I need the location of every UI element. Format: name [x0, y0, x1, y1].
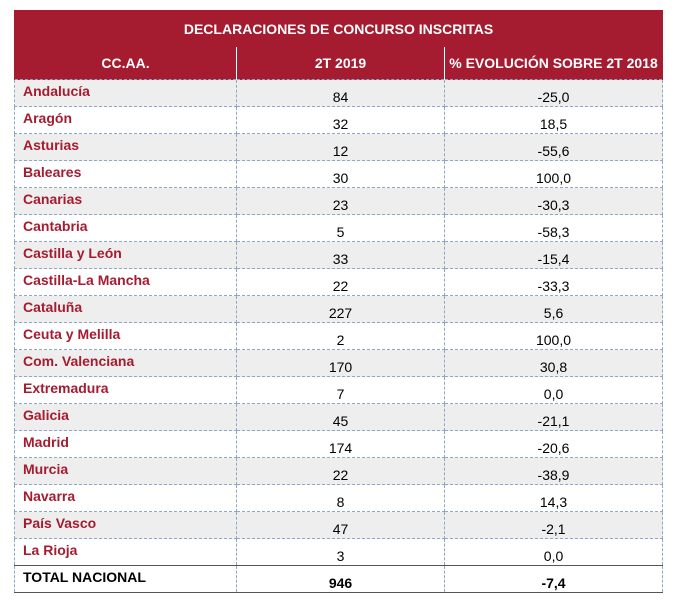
evolution-value: -38,9	[443, 457, 664, 485]
evolution-value: -58,3	[443, 214, 664, 242]
count-value: 45	[236, 403, 445, 431]
evolution-value: 0,0	[443, 538, 664, 566]
evolution-value: 100,0	[443, 160, 664, 188]
count-value: 22	[236, 268, 445, 296]
count-value: 30	[236, 160, 445, 188]
count-value: 3	[236, 538, 445, 566]
evolution-value: 0,0	[443, 376, 664, 404]
table-row: Galicia 45 -21,1	[14, 403, 664, 431]
total-count: 946	[236, 565, 445, 593]
evolution-value: -25,0	[443, 79, 664, 107]
total-row: TOTAL NACIONAL 946 -7,4	[14, 565, 664, 593]
count-value: 33	[236, 241, 445, 269]
column-header-region: CC.AA.	[14, 46, 237, 80]
count-value: 84	[236, 79, 445, 107]
evolution-value: -2,1	[443, 511, 664, 539]
region-name: Asturias	[14, 133, 237, 161]
evolution-value: -15,4	[443, 241, 664, 269]
region-name: Baleares	[14, 160, 237, 188]
region-name: Ceuta y Melilla	[14, 322, 237, 350]
count-value: 170	[236, 349, 445, 377]
count-value: 227	[236, 295, 445, 323]
region-name: Galicia	[14, 403, 237, 431]
total-evolution: -7,4	[443, 565, 664, 593]
table-row: Murcia 22 -38,9	[14, 457, 664, 485]
region-name: La Rioja	[14, 538, 237, 566]
region-name: Navarra	[14, 484, 237, 512]
count-value: 174	[236, 430, 445, 458]
count-value: 32	[236, 106, 445, 134]
table-body: Andalucía 84 -25,0 Aragón 32 18,5 Asturias 12…	[14, 79, 664, 593]
evolution-value: 14,3	[443, 484, 664, 512]
count-value: 5	[236, 214, 445, 242]
table-row: Canarias 23 -30,3	[14, 187, 664, 215]
count-value: 23	[236, 187, 445, 215]
table-row: Castilla y León 33 -15,4	[14, 241, 664, 269]
table-row: Cataluña 227 5,6	[14, 295, 664, 323]
count-value: 7	[236, 376, 445, 404]
table-row: Castilla-La Mancha 22 -33,3	[14, 268, 664, 296]
region-name: Castilla-La Mancha	[14, 268, 237, 296]
region-name: Cantabria	[14, 214, 237, 242]
region-name: Canarias	[14, 187, 237, 215]
region-name: Castilla y León	[14, 241, 237, 269]
table-row: Ceuta y Melilla 2 100,0	[14, 322, 664, 350]
table-row: Madrid 174 -20,6	[14, 430, 664, 458]
evolution-value: 30,8	[443, 349, 664, 377]
table-row: Com. Valenciana 170 30,8	[14, 349, 664, 377]
table-row: Baleares 30 100,0	[14, 160, 664, 188]
region-name: Murcia	[14, 457, 237, 485]
count-value: 2	[236, 322, 445, 350]
region-name: Madrid	[14, 430, 237, 458]
insolvency-declarations-table: DECLARACIONES DE CONCURSO INSCRITAS CC.A…	[13, 10, 664, 593]
table-row: Navarra 8 14,3	[14, 484, 664, 512]
table-row: Cantabria 5 -58,3	[14, 214, 664, 242]
region-name: Cataluña	[14, 295, 237, 323]
count-value: 47	[236, 511, 445, 539]
evolution-value: 18,5	[443, 106, 664, 134]
table-row: Aragón 32 18,5	[14, 106, 664, 134]
column-header-evolution: % EVOLUCIÓN SOBRE 2T 2018	[443, 46, 664, 80]
table-row: Andalucía 84 -25,0	[14, 79, 664, 107]
column-header-period: 2T 2019	[236, 46, 445, 80]
region-name: Extremadura	[14, 376, 237, 404]
count-value: 8	[236, 484, 445, 512]
region-name: Andalucía	[14, 79, 237, 107]
table-row: Extremadura 7 0,0	[14, 376, 664, 404]
table-title: DECLARACIONES DE CONCURSO INSCRITAS	[13, 10, 664, 47]
evolution-value: -55,6	[443, 133, 664, 161]
evolution-value: -21,1	[443, 403, 664, 431]
region-name: País Vasco	[14, 511, 237, 539]
region-name: Com. Valenciana	[14, 349, 237, 377]
count-value: 12	[236, 133, 445, 161]
table-row: Asturias 12 -55,6	[14, 133, 664, 161]
evolution-value: -30,3	[443, 187, 664, 215]
table-row: La Rioja 3 0,0	[14, 538, 664, 566]
evolution-value: -33,3	[443, 268, 664, 296]
count-value: 22	[236, 457, 445, 485]
table-row: País Vasco 47 -2,1	[14, 511, 664, 539]
total-label: TOTAL NACIONAL	[14, 565, 237, 593]
insolvency-table-container: DECLARACIONES DE CONCURSO INSCRITAS CC.A…	[13, 10, 664, 593]
evolution-value: 5,6	[443, 295, 664, 323]
evolution-value: 100,0	[443, 322, 664, 350]
region-name: Aragón	[14, 106, 237, 134]
evolution-value: -20,6	[443, 430, 664, 458]
